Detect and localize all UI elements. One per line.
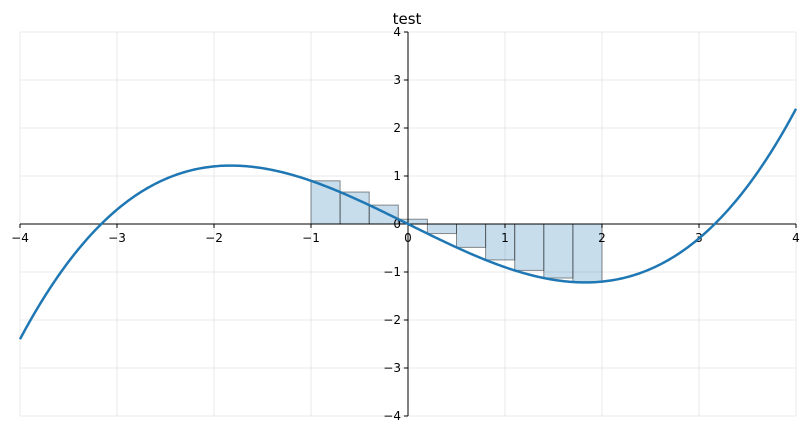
y-tick-label: −1 — [383, 265, 401, 279]
x-tick-label: −3 — [108, 231, 126, 245]
x-tick-label: 0 — [404, 231, 412, 245]
y-tick-label: 1 — [393, 169, 401, 183]
y-tick-label: 4 — [393, 25, 401, 39]
x-tick-label: 2 — [598, 231, 606, 245]
x-tick-label: −4 — [11, 231, 29, 245]
chart-title: test — [393, 10, 422, 28]
riemann-rect — [426, 223, 457, 235]
y-tick-label: 3 — [393, 73, 401, 87]
x-tick-label: 1 — [501, 231, 509, 245]
x-tick-label: 4 — [792, 231, 800, 245]
riemann-rect — [543, 223, 574, 279]
x-tick-label: −2 — [205, 231, 223, 245]
riemann-rect — [485, 223, 516, 261]
y-tick-label: −4 — [383, 409, 401, 423]
y-tick-label: −2 — [383, 313, 401, 327]
x-tick-label: −1 — [302, 231, 320, 245]
series-line — [18, 108, 798, 340]
curve-series — [18, 108, 798, 340]
riemann-rectangles — [310, 180, 603, 283]
y-tick-label: 0 — [393, 217, 401, 231]
riemann-rect — [456, 223, 487, 248]
riemann-rect — [572, 223, 603, 283]
y-tick-label: −3 — [383, 361, 401, 375]
riemann-rect — [514, 223, 545, 271]
riemann-rect — [339, 191, 370, 225]
y-tick-label: 2 — [393, 121, 401, 135]
